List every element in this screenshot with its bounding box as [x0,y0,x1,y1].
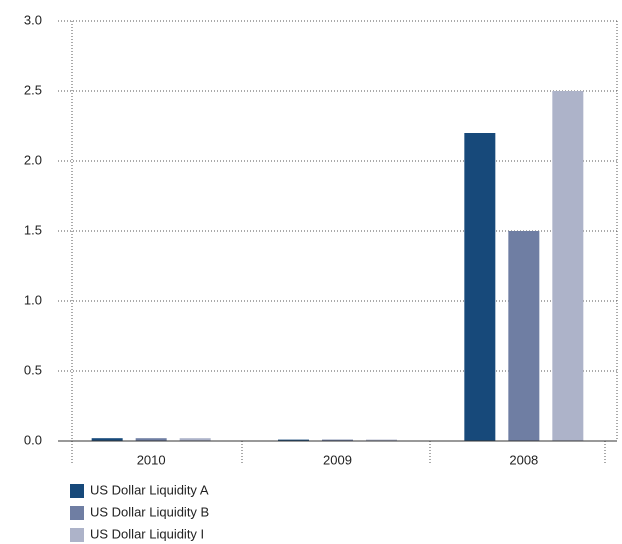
y-tick-label: 3.0 [24,12,42,27]
legend-label: US Dollar Liquidity B [90,504,209,519]
bar [91,438,123,441]
x-tick-label: 2008 [509,452,538,467]
y-tick-label: 2.0 [24,152,42,167]
y-tick-label: 2.5 [24,82,42,97]
x-tick-label: 2009 [323,452,352,467]
y-tick-label: 1.0 [24,292,42,307]
bar [278,439,309,441]
x-tick-label: 2010 [137,452,166,467]
y-tick-label: 0.5 [24,362,42,377]
y-tick-label: 1.5 [24,222,42,237]
legend-swatch [70,484,84,498]
bar [179,438,211,441]
bar [135,438,167,441]
bar [508,231,540,441]
legend-label: US Dollar Liquidity I [90,526,204,541]
legend-swatch [70,528,84,542]
bar [464,133,496,441]
legend-swatch [70,506,84,520]
y-tick-label: 0.0 [24,432,42,447]
bar [322,439,353,441]
bar [366,439,397,441]
bar [552,91,584,441]
legend-label: US Dollar Liquidity A [90,482,209,497]
